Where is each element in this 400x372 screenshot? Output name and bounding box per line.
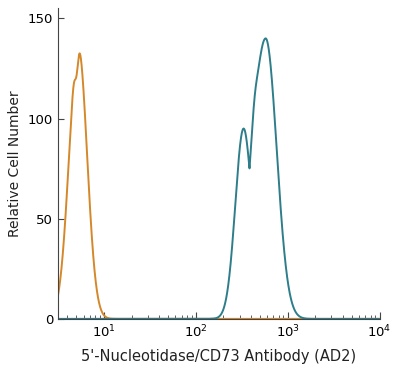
Y-axis label: Relative Cell Number: Relative Cell Number bbox=[8, 90, 22, 237]
X-axis label: 5'-Nucleotidase/CD73 Antibody (AD2): 5'-Nucleotidase/CD73 Antibody (AD2) bbox=[81, 349, 356, 364]
